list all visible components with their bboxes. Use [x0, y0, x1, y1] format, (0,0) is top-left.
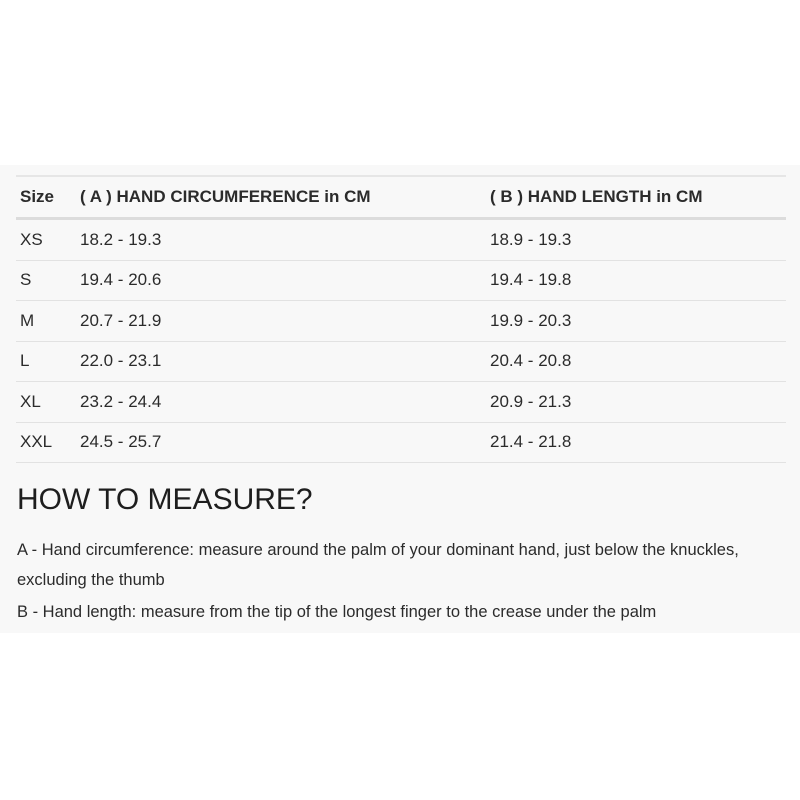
size-chart-table: Size ( A ) HAND CIRCUMFERENCE in CM ( B … — [16, 175, 786, 463]
length-cell: 19.4 - 19.8 — [490, 260, 786, 301]
table-row: S 19.4 - 20.6 19.4 - 19.8 — [16, 260, 786, 301]
measure-a-text: A - Hand circumference: measure around t… — [17, 541, 739, 589]
header-circumference: ( A ) HAND CIRCUMFERENCE in CM — [80, 175, 490, 220]
size-cell: S — [16, 260, 80, 301]
circumference-cell: 23.2 - 24.4 — [80, 381, 490, 423]
measure-b-text: B - Hand length: measure from the tip of… — [17, 603, 657, 621]
size-cell: XL — [16, 381, 80, 423]
circumference-cell: 19.4 - 20.6 — [80, 260, 490, 301]
circumference-cell: 20.7 - 21.9 — [80, 300, 490, 342]
length-cell: 21.4 - 21.8 — [490, 422, 786, 463]
size-cell: M — [16, 300, 80, 342]
circumference-cell: 18.2 - 19.3 — [80, 218, 490, 261]
length-cell: 20.4 - 20.8 — [490, 341, 786, 382]
how-to-measure-title: HOW TO MEASURE? — [17, 483, 313, 516]
circumference-cell: 22.0 - 23.1 — [80, 341, 490, 382]
table-row: XL 23.2 - 24.4 20.9 - 21.3 — [16, 381, 786, 423]
table-row: L 22.0 - 23.1 20.4 - 20.8 — [16, 341, 786, 382]
length-cell: 19.9 - 20.3 — [490, 300, 786, 342]
length-cell: 18.9 - 19.3 — [490, 218, 786, 261]
length-cell: 20.9 - 21.3 — [490, 381, 786, 423]
size-cell: XS — [16, 218, 80, 261]
header-length: ( B ) HAND LENGTH in CM — [490, 175, 786, 220]
circumference-cell: 24.5 - 25.7 — [80, 422, 490, 463]
header-size: Size — [16, 175, 80, 220]
table-row: M 20.7 - 21.9 19.9 - 20.3 — [16, 300, 786, 342]
size-cell: L — [16, 341, 80, 382]
table-row: XXL 24.5 - 25.7 21.4 - 21.8 — [16, 422, 786, 463]
table-header-row: Size ( A ) HAND CIRCUMFERENCE in CM ( B … — [16, 175, 786, 220]
size-cell: XXL — [16, 422, 80, 463]
table-row: XS 18.2 - 19.3 18.9 - 19.3 — [16, 218, 786, 261]
